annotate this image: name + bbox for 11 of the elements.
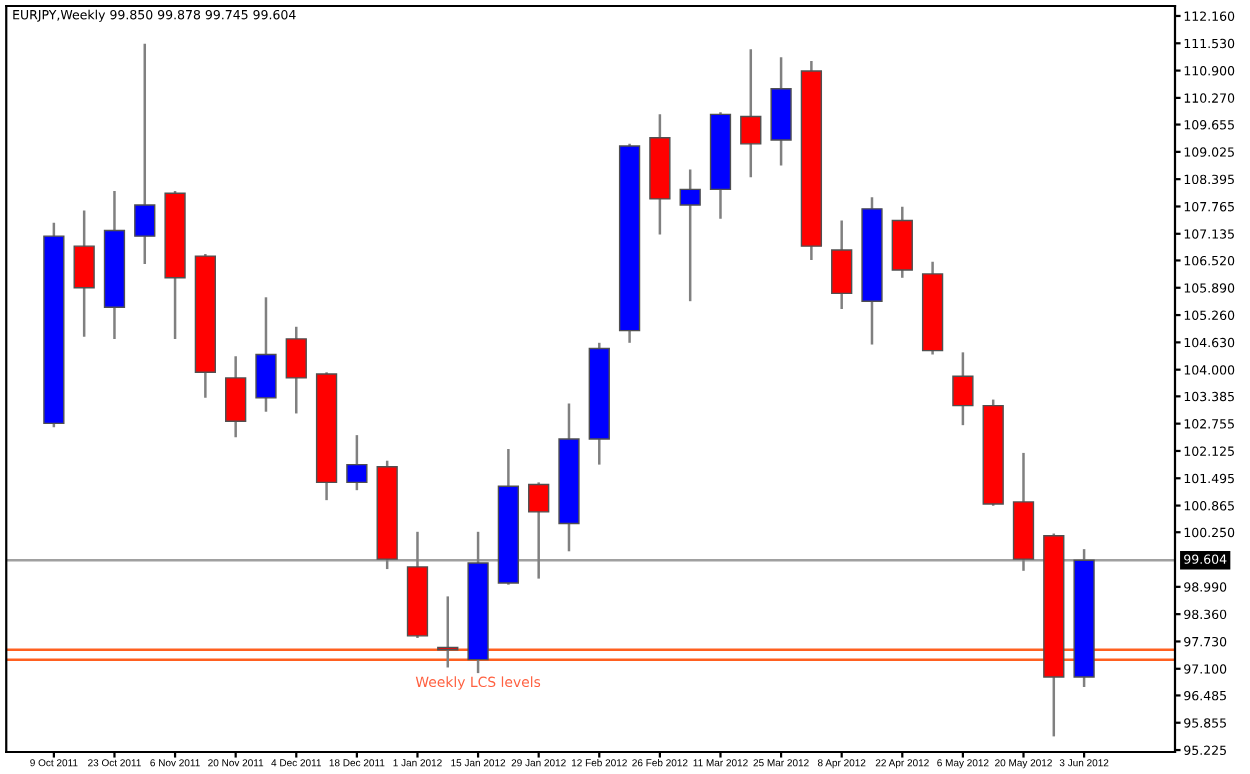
candlestick [255,296,277,413]
candlestick [285,325,307,415]
candlestick [952,351,974,427]
candlestick [740,48,762,179]
candlestick [831,219,853,311]
candlestick [134,42,156,266]
candlestick [346,433,368,492]
candlestick [528,481,550,580]
candlestick [225,354,247,439]
candlestick [679,168,701,303]
candlestick [73,209,95,338]
